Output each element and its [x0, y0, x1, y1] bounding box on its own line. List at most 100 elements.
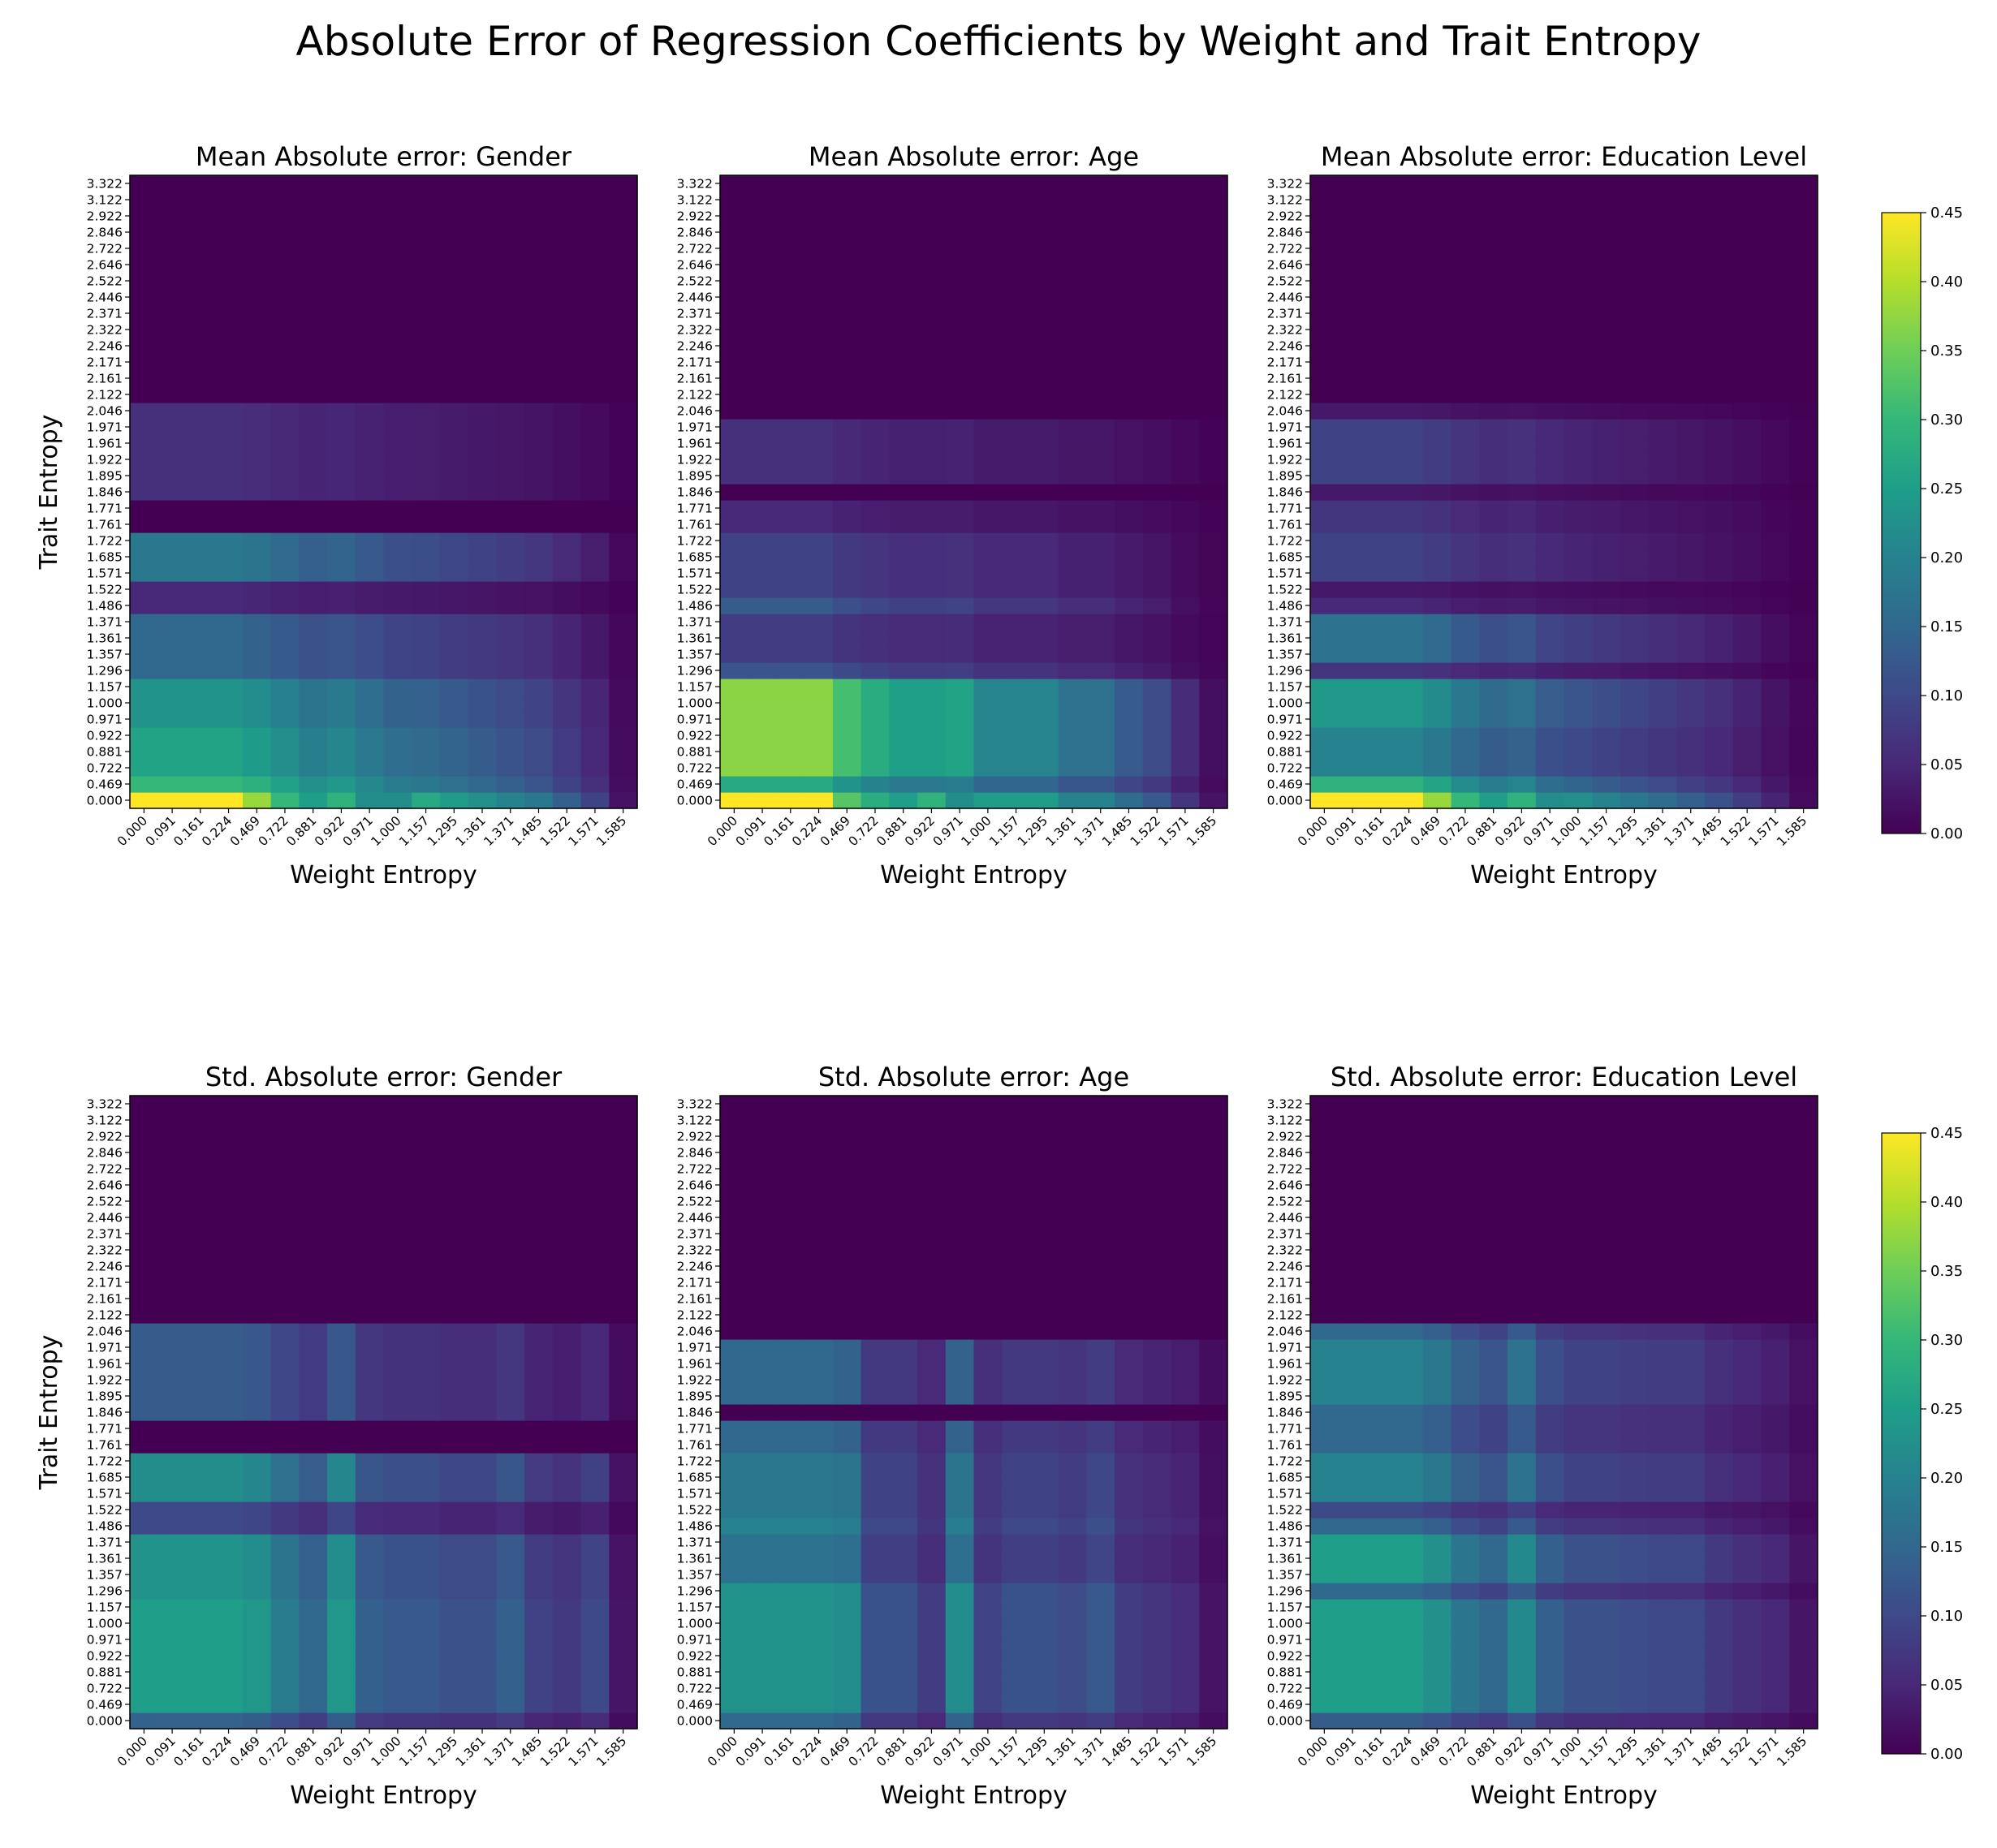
- heatmap-cell: [270, 581, 300, 598]
- heatmap-cell: [355, 1485, 385, 1502]
- heatmap-cell: [383, 1161, 412, 1178]
- heatmap-cell: [1199, 792, 1228, 809]
- heatmap-cell: [383, 1258, 412, 1275]
- heatmap-cell: [383, 305, 412, 322]
- heatmap-cell: [889, 1599, 918, 1616]
- heatmap-cell: [1592, 1420, 1621, 1437]
- y-tick-label: 1.371: [87, 1536, 123, 1550]
- heatmap-cell: [945, 1680, 975, 1697]
- heatmap-cell: [1199, 760, 1228, 777]
- heatmap-cell: [804, 1128, 834, 1145]
- heatmap-cell: [1199, 419, 1228, 436]
- heatmap-cell: [1115, 1193, 1144, 1210]
- heatmap-cell: [242, 1631, 272, 1648]
- heatmap-cell: [832, 1388, 862, 1405]
- heatmap-cell: [1620, 1096, 1650, 1113]
- heatmap-cell: [468, 1144, 497, 1161]
- heatmap-cell: [1648, 516, 1677, 533]
- y-tick-label: 2.522: [677, 274, 713, 289]
- heatmap-cell: [1479, 1534, 1508, 1551]
- heatmap-cell: [1761, 1128, 1790, 1145]
- heatmap-cell: [832, 1096, 862, 1113]
- heatmap-cell: [299, 1355, 328, 1372]
- heatmap-cell: [1535, 386, 1565, 403]
- heatmap-cell: [270, 1274, 300, 1291]
- heatmap-cell: [1171, 1518, 1200, 1535]
- heatmap-cell: [860, 1161, 890, 1178]
- heatmap-cell: [214, 1485, 244, 1502]
- heatmap-cell: [1535, 776, 1565, 793]
- heatmap-cell: [1058, 711, 1087, 728]
- y-tick-label: 2.922: [87, 209, 123, 224]
- heatmap-cell: [609, 662, 638, 679]
- heatmap-cell: [468, 1583, 497, 1600]
- heatmap-cell: [860, 532, 890, 549]
- heatmap-cell: [242, 1680, 272, 1697]
- heatmap-cell: [1648, 776, 1677, 793]
- heatmap-cell: [1507, 776, 1537, 793]
- heatmap-cell: [748, 370, 778, 387]
- heatmap-cell: [524, 581, 554, 598]
- heatmap-cell: [1479, 549, 1508, 566]
- heatmap-cell: [214, 386, 244, 403]
- heatmap-cell: [1142, 743, 1172, 760]
- heatmap-cell: [468, 743, 497, 760]
- heatmap-cell: [917, 1550, 947, 1567]
- heatmap-cell: [1310, 1307, 1339, 1324]
- heatmap-cell: [889, 1144, 918, 1161]
- heatmap-cell: [580, 1226, 610, 1243]
- y-tick-label: 0.922: [677, 1649, 713, 1664]
- heatmap-cell: [804, 646, 834, 663]
- heatmap-cell: [1789, 1437, 1818, 1454]
- heatmap-cell: [1199, 630, 1228, 647]
- heatmap-cell: [776, 1501, 805, 1518]
- heatmap-cell: [1086, 1177, 1115, 1194]
- heatmap-cell: [804, 1631, 834, 1648]
- heatmap-cell: [496, 175, 525, 192]
- heatmap-cell: [383, 1615, 412, 1632]
- y-tick-label: 2.646: [677, 258, 713, 273]
- heatmap-cell: [1789, 792, 1818, 809]
- heatmap-cell: [327, 208, 356, 225]
- x-axis-label: Weight Entropy: [1470, 861, 1658, 890]
- heatmap-cell: [157, 1566, 188, 1583]
- heatmap-cell: [1310, 192, 1339, 209]
- heatmap-cell: [1648, 614, 1677, 631]
- y-tick-label: 1.296: [1267, 664, 1303, 678]
- heatmap-cell: [439, 743, 469, 760]
- heatmap-cell: [355, 1193, 385, 1210]
- heatmap-cell: [1338, 338, 1368, 355]
- heatmap-cell: [580, 338, 610, 355]
- heatmap-cell: [832, 1696, 862, 1713]
- heatmap-cell: [832, 1161, 862, 1178]
- heatmap-cell: [496, 727, 525, 744]
- heatmap-cell: [270, 354, 300, 371]
- y-tick-label: 0.722: [677, 761, 713, 776]
- heatmap-cell: [1535, 1177, 1565, 1194]
- heatmap-cell: [524, 727, 554, 744]
- heatmap-cell: [1479, 240, 1508, 257]
- heatmap-cell: [1705, 646, 1734, 663]
- heatmap-cell: [355, 403, 385, 420]
- heatmap-cell: [1366, 549, 1395, 566]
- heatmap-cell: [1086, 1209, 1115, 1226]
- heatmap-cell: [242, 256, 272, 274]
- heatmap-cell: [776, 1258, 805, 1275]
- heatmap-cell: [157, 1469, 188, 1486]
- heatmap-cell: [776, 1453, 805, 1470]
- heatmap-cell: [1676, 1242, 1706, 1259]
- heatmap-cell: [242, 467, 272, 485]
- heatmap-cell: [609, 1226, 638, 1243]
- heatmap-cell: [1676, 1648, 1706, 1665]
- heatmap-cell: [832, 1583, 862, 1600]
- heatmap-cell: [524, 662, 554, 679]
- heatmap-cell: [804, 1599, 834, 1616]
- heatmap-cell: [720, 1615, 749, 1632]
- heatmap-cell: [1086, 614, 1115, 631]
- heatmap-cell: [1115, 630, 1144, 647]
- heatmap-cell: [270, 760, 300, 777]
- y-tick-label: 1.157: [1267, 680, 1303, 695]
- heatmap-cell: [552, 1372, 582, 1389]
- heatmap-cell: [1761, 321, 1790, 338]
- heatmap-cell: [609, 614, 638, 631]
